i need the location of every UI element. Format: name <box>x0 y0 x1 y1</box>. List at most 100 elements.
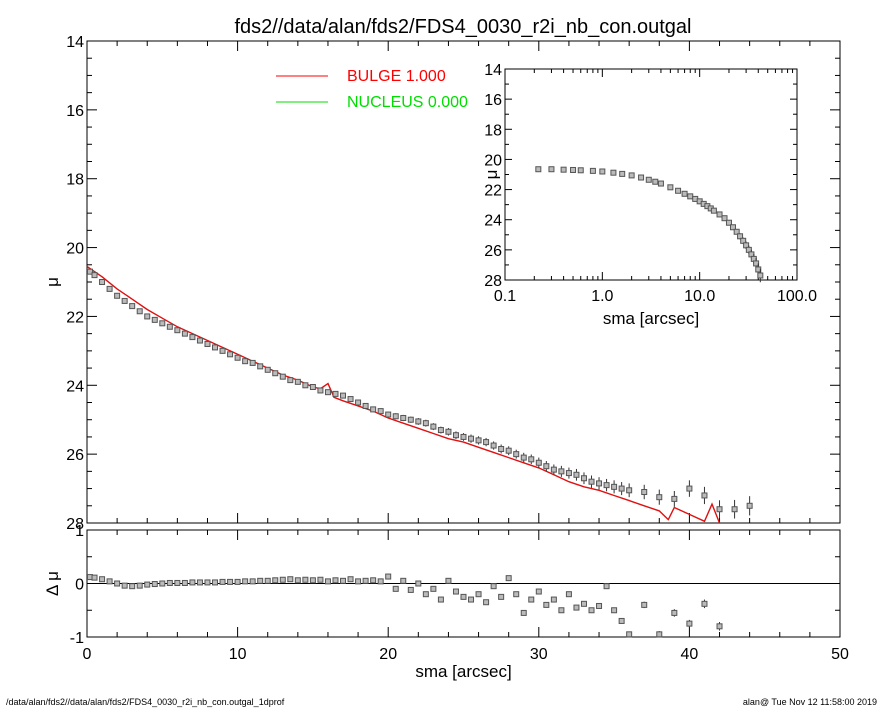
residual-point <box>498 593 505 600</box>
residual-point <box>656 631 663 638</box>
observed-point <box>181 330 188 337</box>
inset-point <box>619 170 626 177</box>
observed-point <box>114 292 121 299</box>
residual-point <box>580 600 587 607</box>
residual-point <box>309 577 316 584</box>
residual-point <box>596 602 603 609</box>
residual-point <box>227 578 234 585</box>
residual-point <box>91 574 98 581</box>
inset-y-tick-label: 28 <box>484 273 502 290</box>
residual-y-tick-label: 0 <box>75 577 84 594</box>
residual-point <box>151 581 158 588</box>
observed-point <box>144 313 151 320</box>
residual-axis-ticks <box>86 529 841 638</box>
residual-point <box>114 580 121 587</box>
observed-point <box>483 437 490 447</box>
residual-point <box>317 576 324 583</box>
inset-point <box>729 224 736 231</box>
residual-point <box>400 577 407 584</box>
inset-y-axis-label: μ <box>482 170 501 180</box>
observed-point <box>174 327 181 334</box>
footer-file-path: /data/alan/fds2//data/alan/fds2/FDS4_003… <box>6 697 285 707</box>
inset-point <box>560 166 567 173</box>
inset-point <box>657 180 664 187</box>
observed-point <box>219 347 226 354</box>
observed-point <box>415 417 422 425</box>
main-y-tick-label: 22 <box>66 309 84 326</box>
residual-point <box>340 577 347 584</box>
residual-point <box>626 631 633 638</box>
residual-point <box>603 583 610 590</box>
observed-point <box>535 457 542 468</box>
residual-point <box>332 577 339 584</box>
legend-nucleus-label: NUCLEUS 0.000 <box>347 94 468 111</box>
residual-point <box>144 581 151 588</box>
residual-point <box>558 607 565 614</box>
observed-point <box>317 387 324 394</box>
observed-point <box>377 408 384 415</box>
observed-point <box>618 482 625 496</box>
inset-x-tick-label: 10.0 <box>684 288 715 305</box>
x-tick-label: 10 <box>229 646 247 663</box>
residual-point <box>460 593 467 600</box>
inset-x-tick-labels: 0.1 1.0 10.0 100.0 <box>494 288 817 305</box>
observed-point <box>272 370 279 377</box>
residual-y-tick-label: 1 <box>75 523 84 540</box>
observed-point <box>324 389 331 396</box>
inset-point <box>675 187 682 194</box>
residual-point <box>196 579 203 586</box>
observed-point <box>257 363 264 370</box>
observed-point <box>550 464 557 475</box>
main-y-tick-label: 14 <box>66 34 84 51</box>
inset-point <box>757 268 764 283</box>
observed-point <box>106 285 113 292</box>
residual-point <box>671 609 678 617</box>
observed-point <box>407 416 414 423</box>
residual-point <box>272 577 279 584</box>
residual-panel: 10-1 0 10 20 30 40 50 Δ μ sma [arcsec] <box>43 523 849 681</box>
observed-point <box>196 337 203 344</box>
residual-point <box>468 596 475 603</box>
observed-point <box>279 373 286 380</box>
inset-y-tick-label: 18 <box>484 122 502 139</box>
residual-point <box>242 578 249 585</box>
observed-point <box>249 359 256 366</box>
observed-point <box>355 399 362 406</box>
residual-point <box>407 586 414 593</box>
figure-title: fds2//data/alan/fds2/FDS4_0030_r2i_nb_co… <box>234 16 691 38</box>
inset-point <box>725 219 732 226</box>
residual-point <box>716 622 723 631</box>
inset-point <box>610 169 617 176</box>
observed-point <box>573 468 580 481</box>
observed-point <box>543 461 550 472</box>
residual-point <box>565 591 572 598</box>
observed-point <box>309 384 316 391</box>
observed-point <box>151 316 158 323</box>
residual-point <box>520 609 527 616</box>
residual-points <box>87 573 723 638</box>
observed-point <box>392 413 399 420</box>
inset-point <box>716 211 723 218</box>
inset-observed-points <box>535 166 764 283</box>
observed-point <box>641 484 648 500</box>
residual-point <box>385 573 392 580</box>
inset-point <box>667 184 674 191</box>
observed-point <box>528 454 535 465</box>
inset-x-tick-label: 1.0 <box>591 288 613 305</box>
main-y-tick-label: 16 <box>66 103 84 120</box>
residual-point <box>347 576 354 583</box>
residual-point <box>234 578 241 585</box>
main-y-tick-label: 24 <box>66 378 84 395</box>
observed-point <box>227 351 234 358</box>
observed-point <box>580 472 587 485</box>
residual-point <box>249 578 256 585</box>
residual-point <box>204 579 211 586</box>
residual-point <box>437 596 444 603</box>
residual-point <box>166 579 173 586</box>
observed-point <box>159 320 166 327</box>
inset-point <box>628 172 635 179</box>
inset-y-tick-label: 24 <box>484 213 502 230</box>
residual-point <box>324 578 331 585</box>
residual-point <box>181 579 188 586</box>
observed-point <box>370 406 377 413</box>
